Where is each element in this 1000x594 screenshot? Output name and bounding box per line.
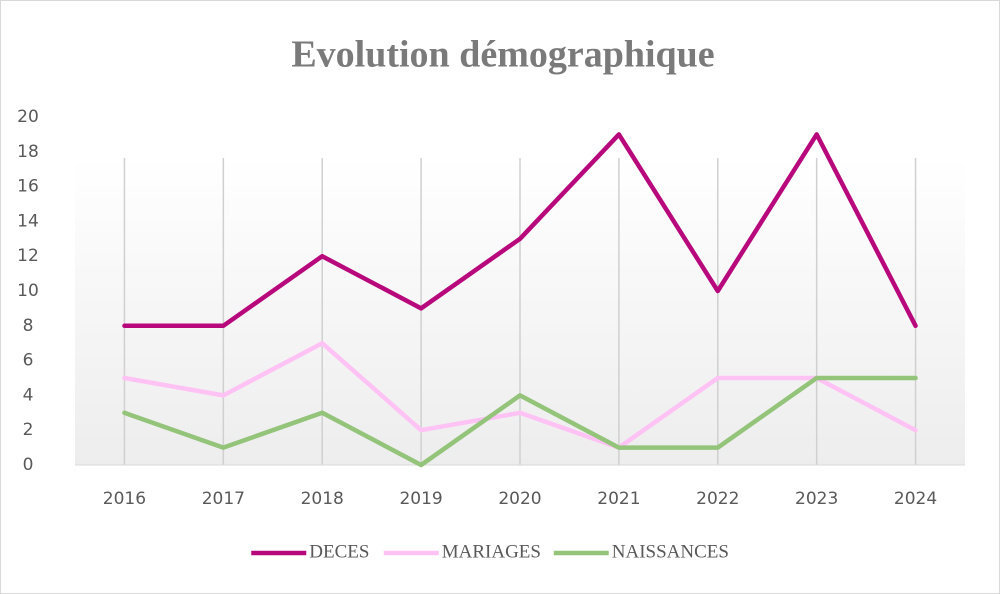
y-tick-label: 0 (23, 455, 34, 475)
series-line (122, 132, 918, 329)
legend-label: DECES (309, 541, 369, 562)
series-line (122, 340, 918, 450)
x-tick-label: 2021 (597, 489, 640, 509)
y-tick-label: 18 (17, 142, 39, 162)
y-tick-label: 10 (17, 281, 39, 301)
y-tick-label: 14 (17, 211, 39, 231)
x-tick-label: 2017 (202, 489, 245, 509)
x-tick-label: 2020 (498, 489, 541, 509)
y-tick-label: 8 (23, 316, 34, 336)
legend-label: NAISSANCES (612, 541, 729, 562)
y-tick-label: 6 (23, 351, 34, 371)
x-tick-label: 2018 (301, 489, 344, 509)
x-tick-label: 2016 (103, 489, 146, 509)
y-tick-label: 16 (17, 177, 39, 197)
y-tick-label: 4 (23, 385, 34, 405)
x-tick-label: 2019 (399, 489, 442, 509)
y-tick-label: 20 (17, 107, 39, 127)
x-tick-label: 2022 (696, 489, 739, 509)
x-tick-label: 2023 (795, 489, 838, 509)
x-tick-label: 2024 (894, 489, 937, 509)
y-tick-label: 2 (23, 420, 34, 440)
y-tick-label: 12 (17, 246, 39, 266)
legend-label: MARIAGES (442, 541, 541, 562)
chart-title: Evolution démographique (291, 34, 714, 76)
series-line (122, 375, 918, 468)
